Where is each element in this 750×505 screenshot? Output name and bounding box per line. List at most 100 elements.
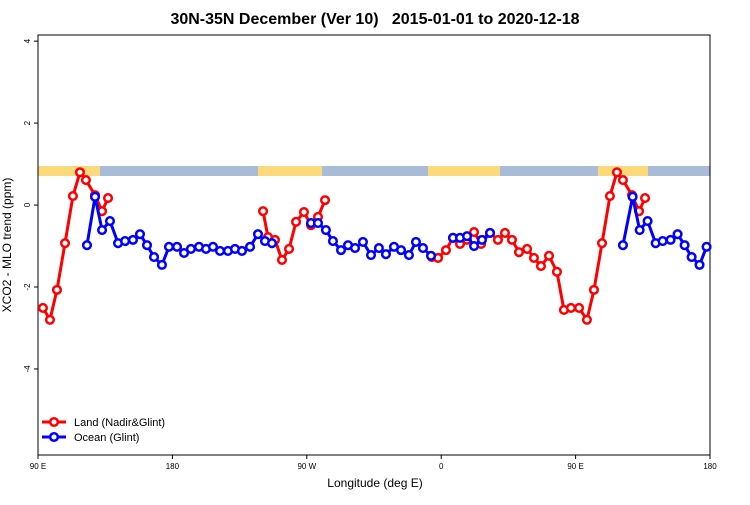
data-point bbox=[319, 195, 331, 206]
data-point bbox=[469, 240, 480, 252]
data-point bbox=[171, 241, 183, 252]
data-point bbox=[506, 234, 518, 245]
data-point bbox=[492, 234, 503, 245]
data-point bbox=[694, 259, 705, 270]
data-point bbox=[513, 247, 525, 258]
data-point bbox=[665, 234, 676, 245]
data-point bbox=[410, 236, 422, 247]
data-point bbox=[252, 229, 264, 240]
land-band bbox=[38, 166, 100, 176]
land-band bbox=[428, 166, 500, 176]
legend-label: Ocean (Glint) bbox=[74, 432, 139, 444]
data-point bbox=[627, 191, 638, 202]
data-point bbox=[365, 249, 377, 261]
data-point bbox=[67, 190, 78, 202]
data-point bbox=[102, 193, 114, 204]
data-point bbox=[163, 241, 175, 252]
data-point bbox=[581, 314, 592, 325]
data-point bbox=[245, 241, 256, 252]
data-point bbox=[565, 302, 577, 313]
series-line bbox=[261, 199, 327, 264]
data-point bbox=[672, 229, 683, 240]
data-point bbox=[476, 234, 488, 245]
land-band bbox=[598, 166, 648, 176]
data-point bbox=[639, 193, 651, 204]
data-point bbox=[51, 284, 63, 295]
data-point bbox=[156, 259, 167, 270]
x-tick-label: 180 bbox=[703, 462, 717, 471]
data-point bbox=[469, 227, 480, 238]
legend-marker bbox=[48, 431, 60, 443]
data-point bbox=[357, 236, 368, 247]
data-point bbox=[97, 224, 108, 236]
data-point bbox=[573, 302, 585, 313]
data-point bbox=[236, 245, 248, 256]
data-point bbox=[335, 245, 347, 256]
data-point bbox=[604, 190, 615, 202]
data-point bbox=[596, 238, 608, 249]
data-point bbox=[89, 191, 101, 202]
y-tick-label: 0 bbox=[23, 202, 32, 207]
y-tick-label: -2 bbox=[23, 283, 32, 291]
data-point bbox=[461, 231, 473, 242]
data-point bbox=[266, 238, 278, 249]
data-point bbox=[141, 240, 153, 251]
data-point bbox=[642, 215, 653, 227]
data-point bbox=[499, 227, 511, 238]
data-point bbox=[298, 206, 310, 218]
data-point bbox=[380, 249, 391, 260]
data-point bbox=[148, 252, 160, 263]
data-point bbox=[349, 243, 361, 254]
data-point bbox=[611, 167, 623, 178]
data-point bbox=[535, 261, 547, 272]
data-point bbox=[327, 236, 338, 247]
legend-label: Land (Nadir&Glint) bbox=[74, 417, 165, 429]
data-point bbox=[320, 224, 331, 236]
data-point bbox=[44, 314, 55, 325]
data-point bbox=[657, 236, 668, 247]
data-point bbox=[257, 206, 269, 217]
data-point bbox=[214, 245, 226, 256]
data-point bbox=[686, 252, 697, 263]
data-point bbox=[617, 175, 628, 186]
data-point bbox=[207, 241, 219, 252]
data-point bbox=[484, 227, 496, 238]
data-point bbox=[373, 243, 384, 254]
y-tick-label: -4 bbox=[23, 365, 32, 373]
data-point bbox=[59, 238, 71, 249]
data-point bbox=[440, 245, 452, 256]
data-point bbox=[522, 243, 533, 254]
data-point bbox=[403, 249, 414, 261]
data-point bbox=[37, 302, 48, 313]
legend-marker bbox=[48, 416, 60, 428]
x-tick-label: 0 bbox=[439, 462, 444, 471]
ocean-band bbox=[38, 166, 710, 176]
legend: Land (Nadir&Glint) Ocean (Glint) bbox=[42, 416, 165, 444]
data-point bbox=[588, 284, 600, 295]
data-point bbox=[528, 252, 539, 263]
data-point bbox=[185, 243, 196, 254]
data-point bbox=[634, 224, 645, 236]
plot-frame bbox=[37, 34, 711, 456]
data-point bbox=[276, 254, 288, 266]
data-point bbox=[395, 245, 407, 256]
data-point bbox=[551, 266, 562, 277]
data-point bbox=[543, 250, 555, 261]
x-tick-label: 180 bbox=[166, 462, 180, 471]
y-tick-label: 4 bbox=[23, 38, 32, 43]
data-point bbox=[134, 229, 146, 240]
x-tick-label: 90 E bbox=[567, 462, 583, 471]
data-point bbox=[679, 240, 690, 251]
y-tick-label: 2 bbox=[23, 120, 32, 125]
data-point bbox=[617, 240, 628, 251]
data-point bbox=[81, 240, 93, 251]
x-tick-label: 90 W bbox=[297, 462, 316, 471]
data-point bbox=[425, 250, 437, 261]
data-point bbox=[178, 247, 190, 259]
data-point bbox=[74, 167, 86, 178]
surface-band bbox=[38, 166, 710, 176]
data-point bbox=[127, 234, 139, 245]
data-point bbox=[701, 241, 712, 252]
y-axis-label: XCO2 - MLO trend (ppm) bbox=[0, 178, 14, 313]
